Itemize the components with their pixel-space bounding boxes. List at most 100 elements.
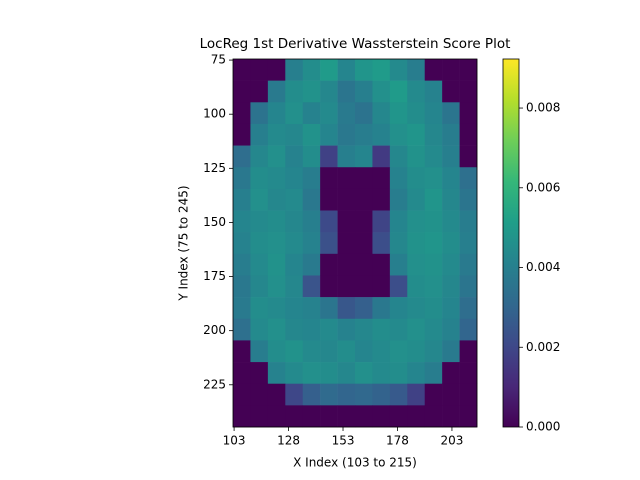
heat-cell: [459, 383, 478, 406]
heat-cell: [355, 145, 373, 168]
heat-cell: [407, 318, 426, 341]
heat-cell: [407, 275, 426, 298]
heat-cell: [302, 383, 321, 406]
heat-cell: [424, 297, 443, 320]
heat-cell: [424, 210, 443, 233]
heat-cell: [442, 123, 460, 146]
heat-cell: [285, 123, 304, 146]
heat-cell: [424, 405, 443, 428]
y-tick-label: 200: [203, 323, 226, 337]
heat-cell: [285, 167, 304, 190]
heat-cell: [407, 59, 426, 81]
heat-cell: [267, 383, 286, 406]
heat-cell: [320, 275, 338, 298]
heat-cell: [233, 253, 251, 276]
heat-cell: [459, 297, 478, 320]
heat-cell: [267, 188, 286, 211]
heat-cell: [372, 80, 391, 103]
heat-cell: [407, 80, 426, 103]
heat-cell: [442, 275, 460, 298]
heat-cell: [267, 102, 286, 125]
heat-cell: [389, 297, 408, 320]
heat-cell: [320, 167, 338, 190]
heat-cell: [389, 210, 408, 233]
heat-cell: [285, 145, 304, 168]
heat-cell: [337, 188, 356, 211]
x-axis-label: X Index (103 to 215): [293, 456, 417, 470]
heat-cell: [389, 232, 408, 255]
heat-cell: [285, 275, 304, 298]
heat-cell: [302, 232, 321, 255]
heat-cell: [389, 123, 408, 146]
plot-frame: [232, 58, 478, 428]
heat-cell: [424, 362, 443, 385]
heat-cell: [442, 362, 460, 385]
heat-cell: [250, 362, 269, 385]
heat-cell: [372, 167, 391, 190]
heat-cell: [285, 102, 304, 125]
heat-cell: [407, 145, 426, 168]
heat-cell: [389, 340, 408, 363]
heat-cell: [233, 318, 251, 341]
heat-cell: [250, 297, 269, 320]
heat-cell: [424, 383, 443, 406]
heat-cell: [285, 232, 304, 255]
heat-cell: [302, 362, 321, 385]
heat-cell: [267, 59, 286, 81]
heat-cell: [337, 383, 356, 406]
colorbar-tick-label: 0.002: [526, 340, 560, 354]
heat-cell: [442, 405, 460, 428]
heat-cell: [233, 405, 251, 428]
heat-cell: [233, 275, 251, 298]
heatmap: [233, 59, 478, 428]
heat-cell: [389, 102, 408, 125]
heat-cell: [250, 232, 269, 255]
heat-cell: [250, 59, 269, 81]
heat-cell: [320, 405, 338, 428]
heat-cell: [320, 253, 338, 276]
heat-cell: [355, 123, 373, 146]
heat-cell: [372, 275, 391, 298]
heat-cell: [459, 145, 478, 168]
heat-cell: [267, 145, 286, 168]
heat-cell: [302, 275, 321, 298]
heat-cell: [337, 362, 356, 385]
heat-cell: [267, 123, 286, 146]
heat-cell: [233, 145, 251, 168]
heat-cell: [389, 80, 408, 103]
x-tick-label: 103: [223, 434, 246, 448]
heat-cell: [233, 167, 251, 190]
heat-cell: [355, 340, 373, 363]
heat-cell: [407, 210, 426, 233]
heat-cell: [355, 59, 373, 81]
colorbar-tick-label: 0.008: [526, 101, 560, 115]
heat-cell: [337, 253, 356, 276]
heat-cell: [250, 80, 269, 103]
heat-cell: [233, 188, 251, 211]
heat-cell: [372, 59, 391, 81]
heat-cell: [459, 102, 478, 125]
heat-cell: [320, 80, 338, 103]
heat-cell: [355, 297, 373, 320]
heat-cell: [302, 123, 321, 146]
y-tick-label: 175: [203, 269, 226, 283]
heat-cell: [320, 123, 338, 146]
heat-cell: [250, 145, 269, 168]
heat-cell: [442, 145, 460, 168]
heat-cell: [285, 297, 304, 320]
heat-cell: [285, 405, 304, 428]
heat-cell: [372, 383, 391, 406]
heat-cell: [389, 253, 408, 276]
heat-cell: [337, 59, 356, 81]
heat-cell: [407, 167, 426, 190]
heat-cell: [320, 383, 338, 406]
heat-cell: [302, 59, 321, 81]
heat-cell: [459, 167, 478, 190]
heat-cell: [372, 340, 391, 363]
heat-cell: [459, 188, 478, 211]
heat-cell: [302, 102, 321, 125]
heat-cell: [372, 297, 391, 320]
heat-cell: [302, 80, 321, 103]
heat-cell: [233, 297, 251, 320]
